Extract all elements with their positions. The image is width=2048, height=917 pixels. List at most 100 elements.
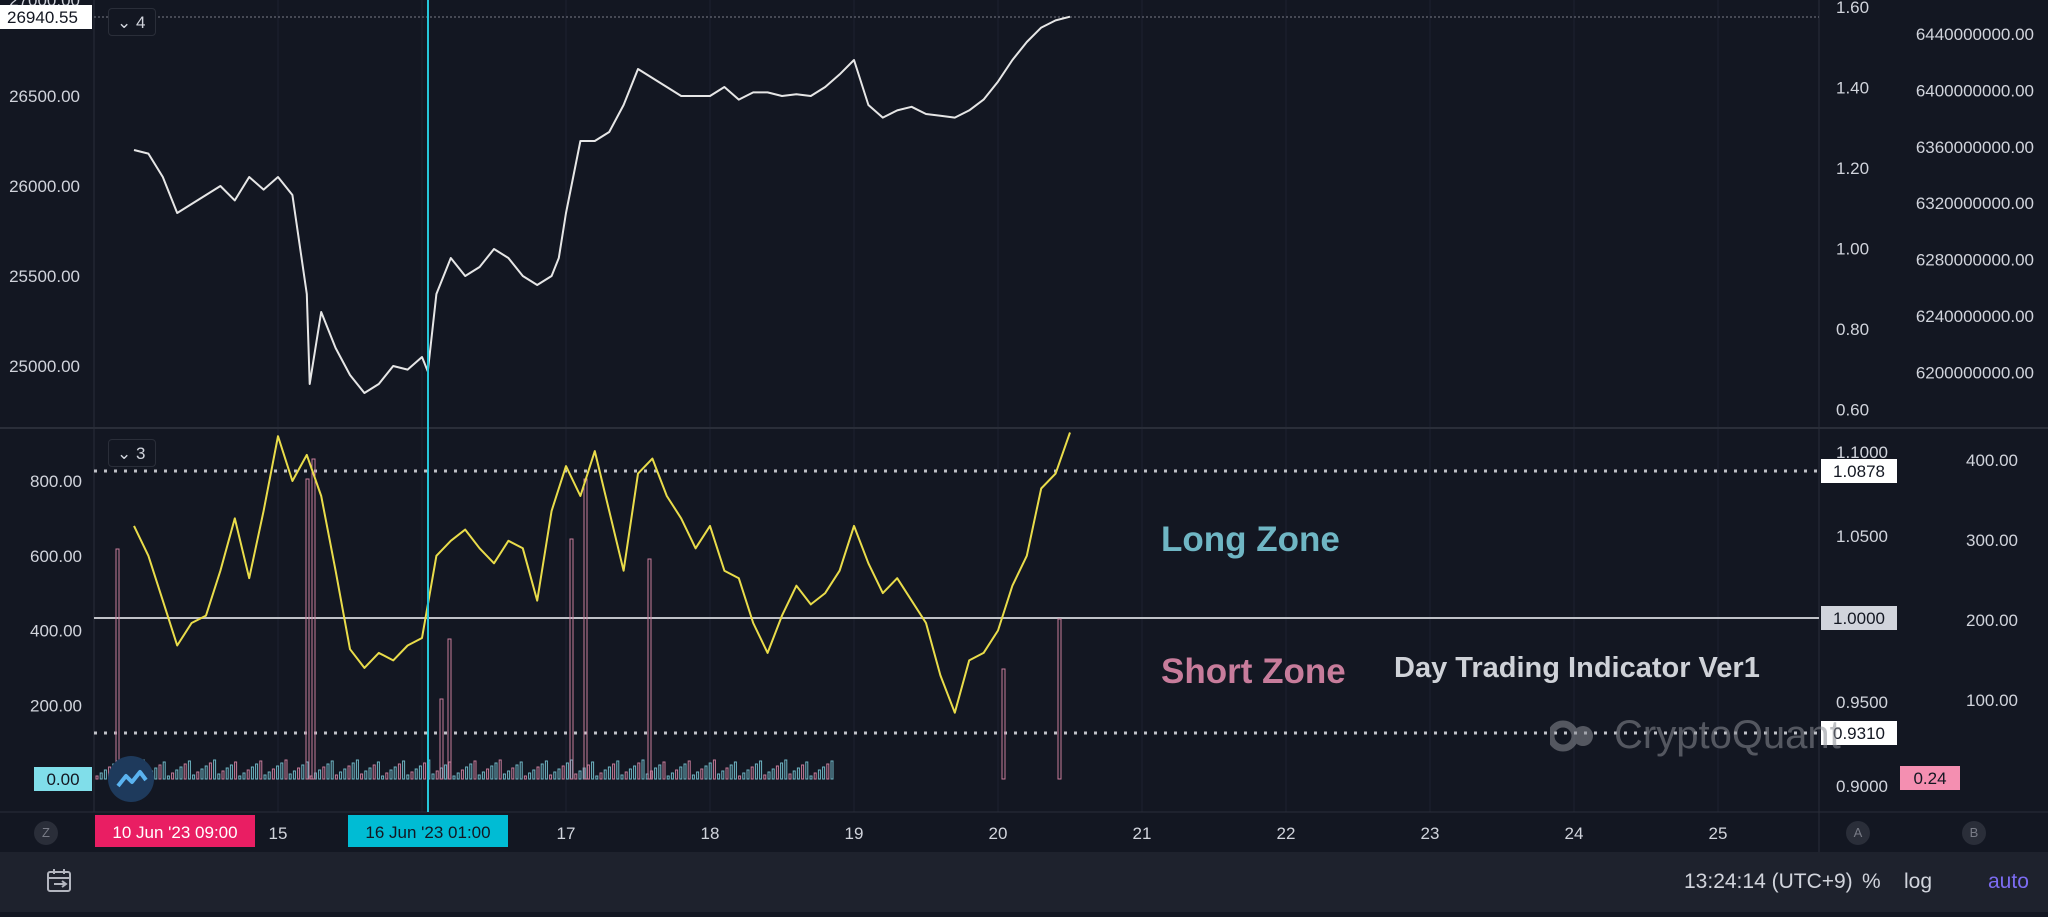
- histogram-bar: [612, 763, 616, 780]
- histogram-bar: [830, 760, 834, 780]
- histogram-bar: [641, 759, 645, 780]
- histogram-bar: [754, 763, 758, 780]
- level-badge: 0.9310: [1833, 724, 1885, 743]
- histogram-bar: [532, 769, 536, 780]
- histogram-bar: [364, 770, 368, 780]
- watermark-text: CryptoQuant: [1614, 713, 1841, 757]
- histogram-bar: [544, 760, 548, 780]
- histogram-bar: [696, 771, 700, 780]
- time-axis-tick: 21: [1133, 824, 1152, 843]
- histogram-bar: [292, 770, 296, 780]
- top-right-axis2-tick: 6440000000.00: [1916, 25, 2034, 44]
- histogram-bar: [234, 761, 238, 780]
- histogram-bar: [229, 764, 233, 780]
- histogram-bar: [95, 775, 99, 780]
- percent-scale-button[interactable]: %: [1862, 870, 1881, 893]
- bottom-right-axis1-tick: 1.0500: [1836, 527, 1888, 546]
- histogram-bar: [192, 774, 196, 780]
- time-axis-tick: 25: [1709, 824, 1728, 843]
- histogram-bar: [792, 770, 796, 780]
- histogram-bar: [171, 772, 175, 780]
- histogram-bar: [204, 765, 208, 780]
- histogram-bar: [796, 767, 800, 780]
- log-scale-button[interactable]: log: [1904, 870, 1933, 893]
- a-button[interactable]: A: [1846, 821, 1870, 845]
- histogram-bar: [565, 762, 569, 780]
- bottom-left-axis-tick: 400.00: [30, 622, 82, 641]
- histogram-bar: [780, 762, 784, 780]
- top-right-axis2-tick: 6400000000.00: [1916, 81, 2034, 100]
- current-value-badge-bg: [0, 5, 92, 29]
- histogram-bar: [616, 760, 620, 780]
- time-axis-tick: 17: [557, 824, 576, 843]
- bottom-left-axis-tick: 800.00: [30, 472, 82, 491]
- histogram-bar: [570, 759, 574, 780]
- histogram-bar: [767, 771, 771, 780]
- clock-time[interactable]: 13:24:14 (UTC+9): [1684, 870, 1853, 893]
- histogram-bar: [414, 768, 418, 780]
- histogram-bar: [477, 774, 481, 780]
- histogram-bar: [775, 765, 779, 780]
- histogram-bar: [784, 759, 788, 780]
- histogram-bar: [469, 763, 473, 780]
- histogram-bar: [351, 762, 355, 780]
- histogram-bar: [385, 772, 389, 780]
- histogram-bar: [687, 760, 691, 780]
- histogram-bar: [343, 768, 347, 780]
- histogram-bar: [381, 775, 385, 780]
- histogram-bar: [511, 767, 515, 780]
- histogram-bar: [410, 771, 414, 780]
- histogram-bar: [297, 767, 301, 780]
- histogram-bar: [397, 763, 401, 780]
- cryptoquant-logo-icon: [1550, 720, 1593, 752]
- time-axis-tick: 22: [1277, 824, 1296, 843]
- indicator-series-line: [133, 432, 1071, 714]
- histogram-bar: [221, 770, 225, 780]
- time-highlight-left-bg: [95, 815, 255, 847]
- bottom-right-axis2-tick: 100.00: [1966, 691, 2018, 710]
- histogram-bar: [553, 771, 557, 780]
- histogram-bar: [423, 762, 427, 780]
- histogram-bar: [801, 764, 805, 780]
- histogram-bar: [179, 766, 183, 780]
- top-right-axis1-tick: 0.80: [1836, 320, 1869, 339]
- histogram-bar: [154, 767, 158, 780]
- histogram-bar: [717, 773, 721, 780]
- histogram-bar: [326, 763, 330, 780]
- top-left-axis-tick: 26500.00: [9, 87, 80, 106]
- histogram-bar: [389, 769, 393, 780]
- histogram-bar: [481, 771, 485, 780]
- top-right-axis2-tick: 6200000000.00: [1916, 363, 2034, 382]
- histogram-bar: [452, 775, 456, 780]
- bottom-left-axis-tick: 600.00: [30, 547, 82, 566]
- auto-scale-button[interactable]: auto: [1988, 870, 2029, 893]
- histogram-bar: [246, 769, 250, 780]
- histogram-bar: [507, 770, 511, 780]
- histogram-bar: [284, 759, 288, 780]
- histogram-bar: [187, 760, 191, 780]
- b-button[interactable]: B: [1962, 821, 1986, 845]
- histogram-bar: [536, 766, 540, 780]
- histogram-bar: [624, 771, 628, 780]
- z-button[interactable]: Z: [34, 821, 58, 845]
- top-left-axis-tick: 25500.00: [9, 267, 80, 286]
- histogram-bar: [372, 764, 376, 780]
- histogram-bar: [267, 771, 271, 780]
- histogram-bar: [788, 773, 792, 780]
- histogram-bar: [460, 769, 464, 780]
- top-pane-collapse-button[interactable]: ⌄ 4: [108, 8, 157, 36]
- time-axis-tick: 19: [845, 824, 864, 843]
- tradingview-logo-icon[interactable]: [108, 756, 154, 802]
- histogram-bar: [759, 760, 763, 780]
- histogram-bar: [662, 761, 666, 780]
- histogram-bar: [704, 765, 708, 780]
- histogram-bar: [523, 775, 527, 780]
- histogram-bar: [196, 771, 200, 780]
- top-right-axis2-tick: 6240000000.00: [1916, 307, 2034, 326]
- histogram-bar: [213, 759, 217, 780]
- histogram-bar-tall: [115, 548, 120, 780]
- time-highlight-crosshair-bg: [348, 815, 508, 847]
- calendar-goto-icon[interactable]: [46, 868, 74, 894]
- bottom-pane-collapse-button[interactable]: ⌄ 3: [108, 439, 157, 467]
